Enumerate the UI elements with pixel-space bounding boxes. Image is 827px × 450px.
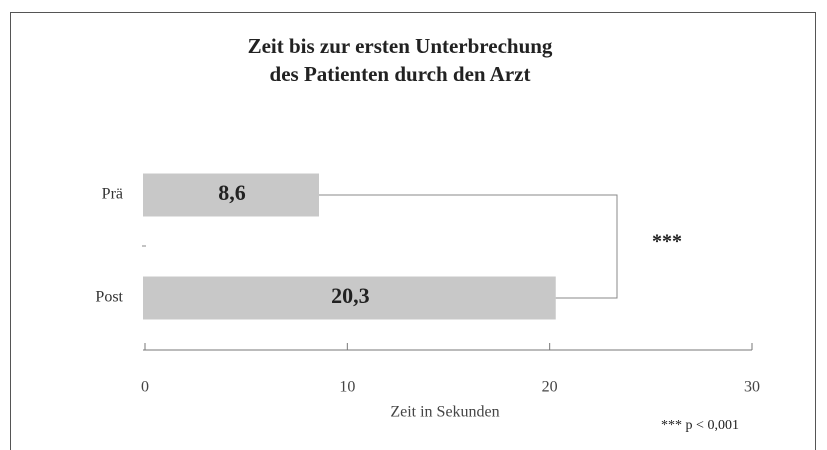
frame: [10, 12, 816, 450]
x-tick-label: 0: [141, 379, 149, 396]
bar: [143, 276, 556, 320]
chart-title: Zeit bis zur ersten Unterbrechung: [248, 34, 553, 58]
significance-bracket: [319, 194, 618, 299]
footnote: *** p < 0,001: [661, 418, 739, 433]
chart-title: des Patienten durch den Arzt: [270, 62, 531, 86]
significance: ***: [652, 231, 682, 253]
data-label: 8,6: [218, 180, 246, 205]
x-axis-label: Zeit in Sekunden: [390, 404, 499, 421]
y-tick-label: Prä: [102, 186, 123, 203]
x-tick-label: 20: [542, 379, 558, 396]
x-tick-label: 10: [339, 379, 355, 396]
y-tick-label: Post: [95, 289, 123, 306]
data-label: 20,3: [331, 283, 370, 308]
bar: [143, 173, 320, 217]
x-tick-label: 30: [744, 379, 760, 396]
